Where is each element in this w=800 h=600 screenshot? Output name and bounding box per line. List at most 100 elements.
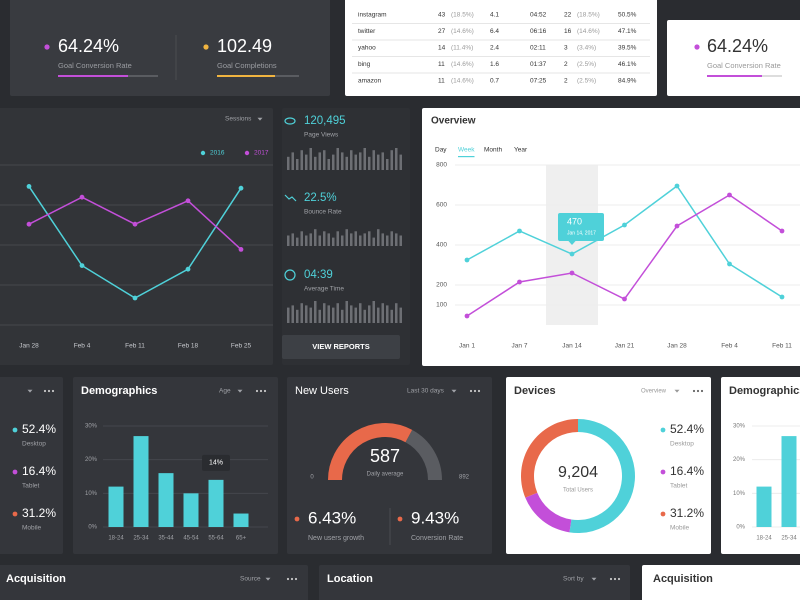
gauge-value: [328, 423, 413, 481]
bar: [314, 229, 317, 246]
tooltip-value: 470: [567, 216, 582, 226]
tab[interactable]: Week: [458, 147, 475, 154]
bar: [318, 235, 321, 246]
bar: [377, 229, 380, 246]
menu-dot[interactable]: [43, 389, 47, 393]
stat-value: 120,495: [304, 115, 346, 127]
dropdown-arrow[interactable]: [674, 389, 680, 393]
goal-label: Goal Conversion Rate: [58, 61, 132, 70]
point: [185, 266, 191, 272]
bar: [287, 156, 290, 170]
menu-dot[interactable]: [613, 577, 617, 581]
selector[interactable]: Overview: [641, 389, 667, 395]
donut-center-value: 9,204: [558, 464, 598, 481]
legend-value: 52.4%: [22, 422, 56, 436]
bar: [287, 307, 290, 323]
selector[interactable]: Source: [240, 576, 261, 583]
menu-dot[interactable]: [286, 577, 290, 581]
bar: [345, 229, 348, 246]
donut-segment: [569, 419, 636, 533]
table-cell: instagram: [358, 12, 387, 19]
bar: [323, 150, 326, 170]
bar: [363, 148, 366, 170]
bar: [318, 152, 321, 170]
table-cell: 06:16: [530, 28, 547, 35]
acquisition-card: [642, 565, 800, 600]
dropdown-arrow[interactable]: [265, 577, 271, 581]
bar: [233, 513, 249, 527]
devices-card: [506, 377, 711, 554]
menu-dot[interactable]: [294, 577, 298, 581]
x-tick-label: Jan 1: [459, 343, 475, 350]
tab[interactable]: Day: [435, 147, 447, 154]
menu-dot[interactable]: [700, 389, 704, 393]
selector[interactable]: Age: [219, 388, 231, 395]
table-cell: 84.9%: [618, 78, 637, 85]
menu-dot[interactable]: [469, 389, 473, 393]
selector[interactable]: Last 30 days: [407, 388, 445, 395]
view-reports-button[interactable]: [282, 335, 400, 359]
tooltip: [558, 213, 604, 241]
table-cell: 1.6: [490, 61, 499, 68]
legend-dot: [660, 427, 666, 433]
menu-dot[interactable]: [263, 389, 267, 393]
tab[interactable]: Month: [484, 147, 502, 154]
bar: [359, 152, 362, 170]
x-tick-label: 25-34: [781, 536, 797, 542]
table-cell: (11.4%): [451, 45, 473, 52]
selector[interactable]: Sort by: [563, 576, 584, 583]
menu-dot[interactable]: [51, 389, 55, 393]
dropdown-arrow[interactable]: [451, 389, 457, 393]
bar: [350, 150, 353, 170]
overview-card: [422, 108, 800, 366]
menu-dot[interactable]: [692, 389, 696, 393]
menu-dot[interactable]: [609, 577, 613, 581]
menu-dot[interactable]: [473, 389, 477, 393]
legend-label: Tablet: [670, 483, 688, 490]
x-tick-label: 65+: [236, 536, 247, 542]
y-tick-label: 0%: [88, 525, 97, 531]
menu-dot[interactable]: [255, 389, 259, 393]
dropdown-arrow[interactable]: [591, 577, 597, 581]
menu-dot[interactable]: [47, 389, 51, 393]
bar: [372, 150, 375, 170]
tab[interactable]: Year: [514, 147, 528, 154]
gauge-max: 892: [459, 475, 470, 481]
bar: [291, 305, 294, 323]
dropdown-arrow[interactable]: [257, 117, 263, 121]
card-title: New Users: [295, 385, 349, 397]
dropdown-arrow[interactable]: [237, 389, 243, 393]
point: [464, 257, 470, 263]
legend-dot: [12, 469, 18, 475]
point: [238, 185, 244, 191]
menu-dot[interactable]: [290, 577, 294, 581]
table-cell: 02:11: [530, 45, 546, 52]
point: [622, 222, 627, 228]
stat-value: 04:39: [304, 269, 333, 281]
table-cell: 4.1: [490, 12, 499, 19]
bar: [327, 233, 330, 246]
point: [674, 223, 680, 229]
bar: [318, 309, 321, 323]
legend-dot: [660, 511, 666, 517]
menu-dot[interactable]: [477, 389, 481, 393]
menu-dot[interactable]: [696, 389, 700, 393]
point: [517, 279, 522, 285]
eye-icon: [284, 117, 296, 125]
y-tick-label: 0%: [736, 525, 745, 531]
stat-label: Conversion Rate: [411, 535, 463, 542]
button-label[interactable]: VIEW REPORTS: [312, 342, 370, 351]
menu-dot[interactable]: [259, 389, 263, 393]
dropdown-arrow[interactable]: [27, 389, 33, 393]
selector[interactable]: Sessions: [225, 116, 252, 123]
point: [674, 183, 680, 189]
bar: [390, 150, 393, 170]
goal-value: 64.24%: [707, 36, 768, 56]
menu-dot[interactable]: [617, 577, 621, 581]
x-tick-label: Jan 14: [562, 343, 582, 350]
point: [464, 313, 470, 319]
side-card: [0, 377, 63, 554]
table-cell: (14.6%): [451, 28, 474, 35]
goals-card: [10, 0, 330, 96]
